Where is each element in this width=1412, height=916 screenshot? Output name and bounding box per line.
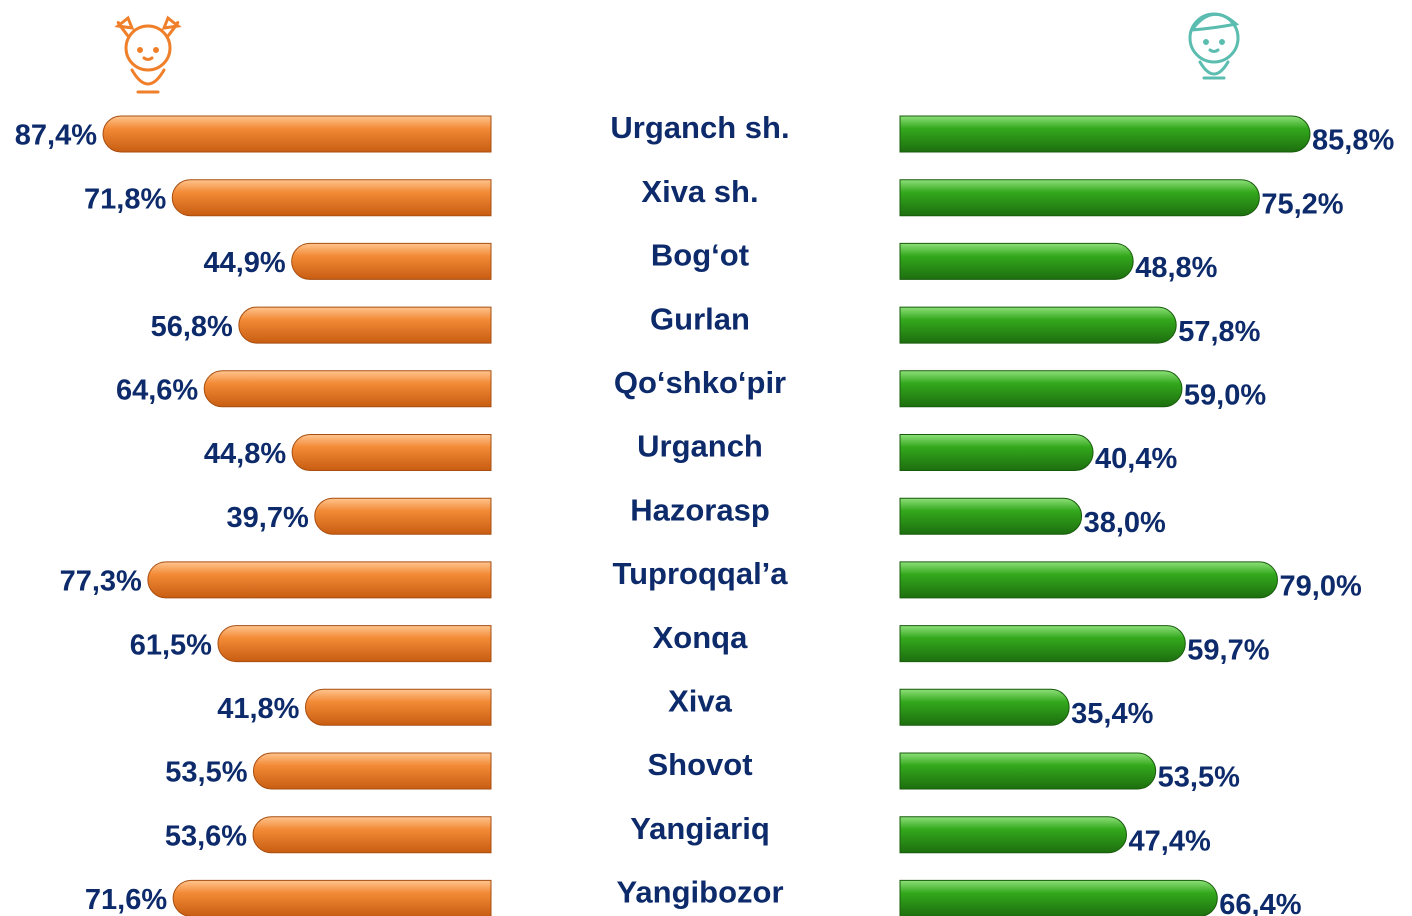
bar (899, 242, 1134, 280)
value-label: 87,4% (15, 120, 97, 152)
value-label: 66,4% (1219, 889, 1301, 916)
bar (291, 434, 492, 471)
bar (899, 688, 1070, 726)
value-label: 53,6% (165, 820, 247, 852)
bar (899, 816, 1127, 854)
bar (147, 561, 492, 599)
bar (217, 625, 492, 663)
bar (304, 688, 492, 726)
bar (899, 179, 1260, 217)
value-label: 47,4% (1129, 825, 1211, 857)
girl-icon (114, 15, 182, 94)
bar (238, 306, 492, 344)
category-label: Shovot (647, 747, 752, 782)
value-label: 53,5% (165, 757, 247, 789)
bar (899, 497, 1083, 535)
category-label: Urganch sh. (610, 110, 789, 145)
value-label: 44,8% (204, 438, 286, 470)
value-label: 79,0% (1280, 571, 1362, 603)
value-label: 75,2% (1261, 188, 1343, 220)
value-label: 56,8% (151, 311, 233, 343)
value-label: 40,4% (1095, 443, 1177, 475)
value-label: 41,8% (217, 693, 299, 725)
category-label: Qo‘shko‘pir (614, 365, 786, 400)
value-label: 53,5% (1158, 762, 1240, 794)
bar (314, 497, 492, 535)
category-label: Xiva (668, 683, 733, 718)
category-label: Urganch (637, 429, 763, 464)
bar (172, 879, 492, 916)
bar (252, 816, 492, 854)
category-label: Yangibozor (616, 875, 783, 910)
value-label: 71,6% (85, 884, 167, 916)
category-label: Xonqa (653, 620, 748, 655)
category-label: Xiva sh. (641, 174, 758, 209)
bar (899, 625, 1186, 663)
value-label: 77,3% (60, 566, 142, 598)
value-label: 59,0% (1184, 379, 1266, 411)
bar (291, 242, 492, 280)
category-label: Yangiariq (630, 811, 770, 846)
value-label: 57,8% (1178, 316, 1260, 348)
bar (899, 561, 1279, 599)
value-label: 39,7% (227, 502, 309, 534)
boy-icon (1188, 12, 1240, 80)
bar (203, 370, 492, 408)
category-label: Hazorasp (630, 492, 770, 527)
bar (252, 752, 492, 790)
value-label: 48,8% (1135, 252, 1217, 284)
category-label: Tuproqqal’a (612, 556, 788, 591)
value-label: 59,7% (1187, 634, 1269, 666)
bar (899, 879, 1218, 916)
value-label: 35,4% (1071, 698, 1153, 730)
value-label: 85,8% (1312, 125, 1394, 157)
bar (899, 306, 1177, 344)
category-label: Gurlan (650, 301, 750, 336)
value-label: 61,5% (130, 629, 212, 661)
value-label: 71,8% (84, 183, 166, 215)
bar (899, 370, 1183, 408)
category-label: Bog‘ot (651, 238, 749, 273)
value-label: 38,0% (1084, 507, 1166, 539)
bar (899, 434, 1094, 471)
bar (171, 179, 492, 217)
value-label: 64,6% (116, 374, 198, 406)
bar (102, 115, 492, 153)
bar (899, 752, 1157, 790)
value-label: 44,9% (203, 247, 285, 279)
bar (899, 115, 1311, 153)
